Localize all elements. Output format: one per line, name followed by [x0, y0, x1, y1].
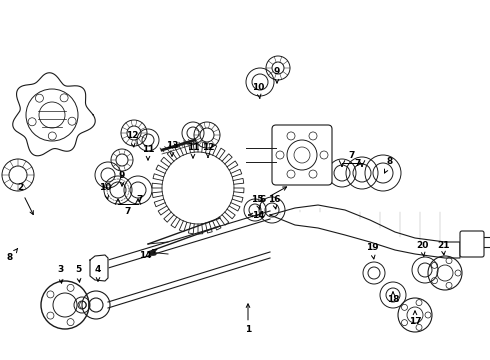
Text: 7: 7: [137, 195, 143, 204]
Text: 17: 17: [409, 311, 421, 327]
Text: 11: 11: [142, 144, 154, 160]
Text: 9: 9: [274, 68, 280, 83]
Polygon shape: [90, 255, 108, 281]
Text: 12: 12: [126, 131, 138, 147]
Polygon shape: [13, 73, 95, 156]
Text: 1: 1: [245, 304, 251, 334]
Text: 19: 19: [366, 243, 378, 259]
Text: 11: 11: [187, 143, 199, 158]
Text: 12: 12: [202, 143, 214, 157]
Text: 13: 13: [166, 140, 178, 156]
Text: 10: 10: [252, 84, 264, 98]
Polygon shape: [270, 205, 460, 258]
Text: 14: 14: [139, 249, 157, 260]
Text: 20: 20: [416, 242, 428, 256]
Text: 3: 3: [57, 266, 63, 283]
Text: 7: 7: [355, 158, 361, 167]
FancyBboxPatch shape: [272, 125, 332, 185]
Text: 8: 8: [7, 248, 18, 262]
Text: 5: 5: [75, 266, 81, 282]
Text: 10: 10: [99, 184, 111, 199]
Text: 18: 18: [387, 292, 399, 305]
Text: 7: 7: [125, 207, 131, 216]
Text: 8: 8: [385, 158, 393, 173]
FancyBboxPatch shape: [460, 231, 484, 257]
Text: 16: 16: [268, 195, 280, 209]
Text: 6: 6: [260, 187, 287, 204]
Text: 7: 7: [349, 150, 355, 159]
Text: 21: 21: [437, 242, 449, 255]
Text: 4: 4: [95, 266, 101, 281]
Text: 2: 2: [17, 184, 33, 215]
Text: 9: 9: [119, 171, 125, 186]
Text: 15: 15: [251, 195, 263, 210]
Text: 14: 14: [249, 211, 264, 220]
